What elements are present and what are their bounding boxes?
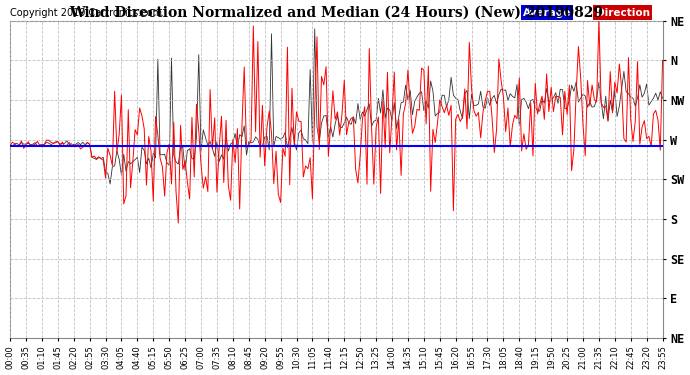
Text: Average: Average xyxy=(523,8,571,18)
Text: Copyright 2019 Cartronics.com: Copyright 2019 Cartronics.com xyxy=(10,8,162,18)
Title: Wind Direction Normalized and Median (24 Hours) (New) 20190829: Wind Direction Normalized and Median (24… xyxy=(69,6,603,20)
Text: Direction: Direction xyxy=(595,8,649,18)
